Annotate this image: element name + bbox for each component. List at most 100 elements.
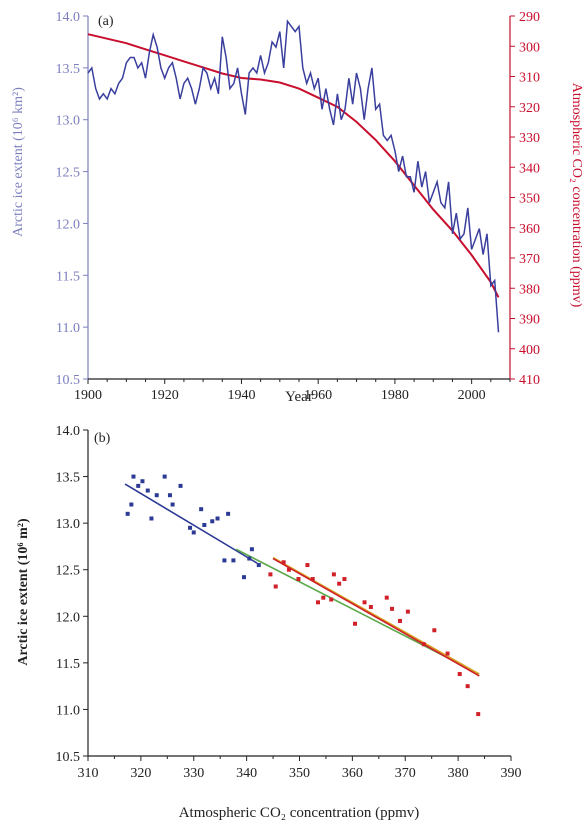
panel-b-point-blue — [125, 511, 130, 516]
panel-b-point-red — [476, 712, 481, 717]
panel-b-point-red — [353, 621, 358, 626]
panel-a-right-y-axis-label: Atmospheric CO₂ concentration (ppmv) — [569, 83, 582, 308]
panel-b-y-tick-label: 13.5 — [56, 471, 81, 486]
panel-b-point-red — [305, 563, 310, 568]
panel-b-y-tick-label: 11.0 — [56, 703, 80, 718]
panel-b-point-red — [445, 651, 450, 656]
panel-a-x-tick-label: 1920 — [151, 388, 179, 403]
panel-b-point-red — [329, 597, 334, 602]
panel-b-point-blue — [191, 530, 196, 535]
panel-b-x-axis-label: Atmospheric CO₂ concentration (ppmv) — [179, 805, 420, 821]
panel-a-right-tick-label: 310 — [519, 71, 540, 86]
panel-a-co2-series — [87, 33, 500, 298]
panel-b-x-tick-label: 370 — [395, 766, 416, 781]
panel-a-x-tick-label: 1900 — [74, 388, 102, 403]
panel-a-right-tick-label: 390 — [519, 313, 540, 328]
panel-a-x-tick-label: 1980 — [381, 388, 409, 403]
panel-b-point-blue — [170, 502, 175, 507]
panel-a-left-tick-label: 11.5 — [56, 269, 80, 284]
panel-b-point-red — [337, 581, 342, 586]
panel-b-y-axis-label: Arctic ice extent (10⁶ m²) — [16, 518, 31, 666]
panel-b-point-red — [316, 600, 321, 605]
panel-b-x-tick-label: 330 — [183, 766, 204, 781]
panel-b-point-blue — [226, 511, 231, 516]
panel-b-point-blue — [178, 483, 183, 488]
panel-b-point-blue — [131, 474, 136, 479]
panel-a-ice-series — [87, 19, 500, 333]
panel-b-fit-lines — [124, 483, 480, 677]
panel-b-point-red — [362, 600, 367, 605]
panel-b-fit-line-orange — [272, 556, 480, 675]
panel-b-point-red — [465, 684, 470, 689]
panel-a-x-tick-label: 1960 — [304, 388, 332, 403]
panel-a-label: (a) — [98, 14, 114, 29]
panel-b-x-tick-label: 380 — [448, 766, 469, 781]
panel-a-right-tick-label: 410 — [519, 373, 540, 388]
panel-b-x-tick-label: 310 — [78, 766, 99, 781]
panel-a-right-tick-label: 400 — [519, 343, 540, 358]
panel-a-right-tick-label: 380 — [519, 282, 540, 297]
panel-b-point-blue — [202, 523, 207, 528]
panel-b-ice-vs-co2-scatter: 310 320 330 340 350 360 370 380 390 10.5 11.0 11.5 1… — [16, 424, 522, 821]
panel-b-point-red — [390, 606, 395, 611]
panel-b-point-red — [296, 577, 301, 582]
panel-a-right-tick-label: 350 — [519, 192, 540, 207]
panel-b-fit-line-blue — [124, 483, 258, 564]
panel-a-right-tick-label: 360 — [519, 222, 540, 237]
panel-b-y-tick-label: 14.0 — [56, 424, 81, 439]
panel-b-point-blue — [256, 563, 261, 568]
panel-a-left-y-axis-label: Arctic ice extent (10⁶ km²) — [11, 87, 26, 237]
panel-b-point-blue — [222, 558, 227, 563]
panel-a-right-tick-label: 330 — [519, 131, 540, 146]
panel-b-point-blue — [129, 502, 134, 507]
panel-b-point-red — [368, 604, 373, 609]
panel-a-x-tick-label: 1940 — [227, 388, 255, 403]
panel-b-point-blue — [215, 516, 220, 521]
panel-b-label: (b) — [94, 431, 111, 446]
panel-b-point-blue — [241, 575, 246, 580]
panel-a-right-tick-label: 300 — [519, 40, 540, 55]
panel-b-x-tick-label: 340 — [236, 766, 257, 781]
panel-b-point-red — [321, 595, 326, 600]
panel-b-point-red — [310, 577, 315, 582]
panel-b-y-tick-label: 12.0 — [56, 610, 81, 625]
panel-a-axes: 1900 1920 1940 1960 1980 2000 10.5 11.0 11.5 12.0… — [56, 10, 541, 403]
panel-b-x-tick-label: 360 — [342, 766, 363, 781]
panel-b-y-tick-label: 11.5 — [56, 657, 80, 672]
panel-a-left-tick-label: 13.5 — [56, 62, 81, 77]
panel-b-point-blue — [145, 488, 150, 493]
panel-a-right-tick-label: 320 — [519, 101, 540, 116]
panel-a-left-tick-label: 13.0 — [56, 114, 81, 129]
panel-b-point-red — [286, 567, 291, 572]
panel-b-point-blue — [167, 493, 172, 498]
panel-a-left-tick-label: 12.0 — [56, 217, 81, 232]
panel-b-x-tick-label: 350 — [289, 766, 310, 781]
panel-b-point-blue — [199, 507, 204, 512]
panel-b-point-red — [405, 609, 410, 614]
panel-b-point-red — [397, 618, 402, 623]
panel-a-ice-co2-timeseries: 1900 1920 1940 1960 1980 2000 10.5 11.0 11.5 12.0… — [11, 10, 582, 405]
panel-b-point-blue — [188, 525, 193, 530]
panel-a-ice-line — [87, 19, 500, 333]
panel-b-point-blue — [162, 474, 167, 479]
panel-a-left-tick-label: 10.5 — [56, 373, 81, 388]
panel-a-left-tick-label: 14.0 — [56, 10, 81, 25]
panel-b-point-red — [384, 595, 389, 600]
panel-a-x-axis-label: Year — [285, 389, 313, 405]
panel-b-y-tick-label: 13.0 — [56, 517, 81, 532]
panel-a-right-tick-label: 340 — [519, 161, 540, 176]
panel-a-left-tick-label: 11.0 — [56, 321, 80, 336]
panel-b-point-red — [273, 584, 278, 589]
panel-b-x-tick-label: 390 — [501, 766, 522, 781]
panel-a-left-tick-label: 12.5 — [56, 166, 81, 181]
panel-a-co2-line — [87, 33, 500, 298]
panel-b-point-blue — [140, 479, 145, 484]
panel-b-fit-line-red — [272, 557, 480, 677]
panel-a-x-tick-label: 2000 — [458, 388, 486, 403]
panel-b-point-blue — [149, 516, 154, 521]
panel-b-point-red — [331, 572, 336, 577]
panel-b-axes: 310 320 330 340 350 360 370 380 390 10.5 11.0 11.5 1… — [56, 424, 522, 781]
panel-b-point-red — [342, 577, 347, 582]
panel-b-y-tick-label: 12.5 — [56, 564, 81, 579]
